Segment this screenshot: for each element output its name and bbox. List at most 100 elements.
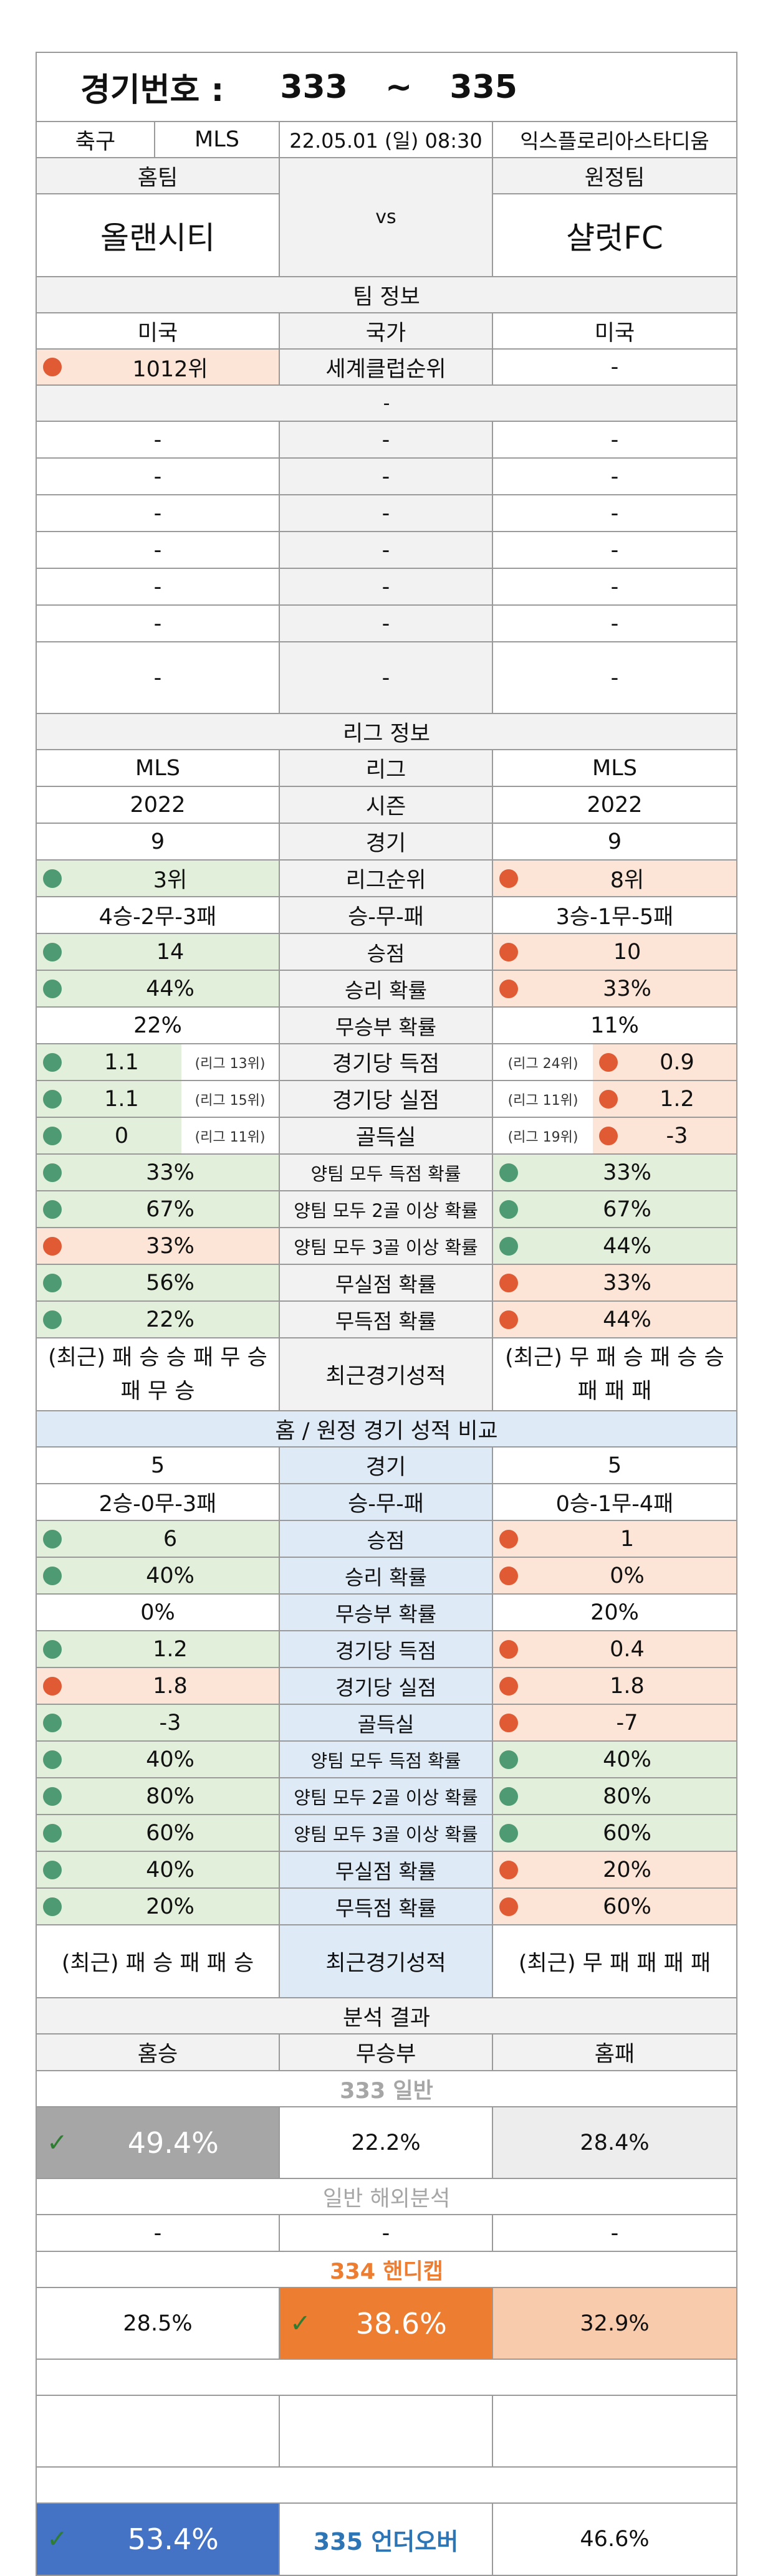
away-stat: 44% bbox=[493, 1302, 737, 1337]
goal-stat-label: 경기당 득점 bbox=[280, 1044, 493, 1080]
handicap-away: 32.9% bbox=[493, 2288, 737, 2359]
red-dot-icon bbox=[499, 942, 518, 961]
match-number-tilde: ~ bbox=[385, 68, 413, 106]
away-stat: 33% bbox=[493, 1155, 737, 1190]
away-team-label: 원정팀 bbox=[493, 158, 736, 194]
compare-title-row: 홈 / 원정 경기 성적 비교 bbox=[36, 1411, 737, 1448]
green-dot-icon bbox=[43, 1823, 62, 1843]
stat-label: 경기당 득점 bbox=[280, 1631, 493, 1667]
home-team-name: 올랜시티 bbox=[100, 219, 215, 256]
venue: 익스플로리아스타디움 bbox=[493, 122, 737, 157]
home-stat: 22% bbox=[36, 1008, 280, 1043]
stat-label: 양팀 모두 2골 이상 확률 bbox=[280, 1191, 493, 1227]
match-number-label: 경기번호 : bbox=[80, 72, 224, 109]
league-home-value: MLS bbox=[36, 750, 280, 786]
green-dot-icon bbox=[43, 1566, 62, 1585]
home-goal-stat: 1.1 (리그 15위) bbox=[36, 1081, 280, 1117]
home-stat-value: 40% bbox=[146, 1563, 194, 1588]
red-dot-icon bbox=[43, 1236, 62, 1256]
underover-blank-row bbox=[36, 2396, 737, 2468]
empty-label: - bbox=[280, 459, 493, 494]
stat-row: 6 승점 1 bbox=[36, 1521, 737, 1558]
stat-row: 44% 승리 확률 33% bbox=[36, 971, 737, 1008]
league-away-value: 2022 bbox=[493, 787, 737, 823]
away-stat: 33% bbox=[493, 1265, 737, 1300]
home-stat: 60% bbox=[36, 1815, 280, 1851]
empty-info-row: --- bbox=[36, 569, 737, 606]
home-goal-stat: 0 (리그 11위) bbox=[36, 1118, 280, 1153]
home-stat: 40% bbox=[36, 1558, 280, 1593]
away-goal-value: 0.9 bbox=[660, 1049, 694, 1075]
overseas-away: - bbox=[493, 2215, 737, 2251]
stat-label: 양팀 모두 득점 확률 bbox=[280, 1742, 493, 1777]
red-dot-icon bbox=[499, 1529, 518, 1548]
compare-away-wdl: 0승-1무-4패 bbox=[493, 1484, 737, 1520]
stat-row: 1.8 경기당 실점 1.8 bbox=[36, 1668, 737, 1705]
away-stat-value: 67% bbox=[603, 1196, 651, 1222]
check-icon: ✓ bbox=[47, 2525, 68, 2554]
home-standing-value: 3위 bbox=[153, 868, 188, 893]
wdl-label: 승-무-패 bbox=[280, 897, 493, 933]
green-dot-icon bbox=[499, 1236, 518, 1256]
empty-label: - bbox=[280, 495, 493, 531]
check-icon: ✓ bbox=[290, 2309, 311, 2338]
away-league-rank: (리그 24위) bbox=[507, 1056, 579, 1072]
home-stat-value: 1.2 bbox=[153, 1636, 188, 1662]
empty-away: - bbox=[493, 606, 737, 641]
handicap-row: 28.5% ✓ 38.6% 32.9% bbox=[36, 2288, 737, 2360]
home-stat-value: 44% bbox=[146, 976, 194, 1001]
stat-label: 승리 확률 bbox=[280, 1558, 493, 1593]
goal-stat-label: 경기당 실점 bbox=[280, 1081, 493, 1117]
red-dot-icon bbox=[499, 1676, 518, 1696]
away-standing-value: 8위 bbox=[610, 868, 645, 893]
green-dot-icon bbox=[43, 1052, 62, 1072]
underover-blank-right bbox=[493, 2396, 737, 2466]
underover-spacer-row bbox=[36, 2360, 737, 2396]
green-dot-icon bbox=[43, 1163, 62, 1182]
green-dot-icon bbox=[43, 1273, 62, 1292]
stat-label: 경기당 실점 bbox=[280, 1668, 493, 1704]
empty-away: - bbox=[493, 642, 737, 713]
away-wdl: 3승-1무-5패 bbox=[493, 897, 737, 933]
green-dot-icon bbox=[43, 1860, 62, 1879]
vs-label: vs bbox=[280, 158, 493, 276]
red-dot-icon bbox=[499, 1310, 518, 1329]
green-dot-icon bbox=[43, 979, 62, 998]
recent-row: (최근) 패 승 승 패 무 승 패 무 승 최근경기성적 (최근) 무 패 승… bbox=[36, 1338, 737, 1411]
handicap-draw: ✓ 38.6% bbox=[280, 2288, 493, 2359]
green-dot-icon bbox=[43, 1200, 62, 1219]
league-row-label: 시즌 bbox=[280, 787, 493, 823]
green-dot-icon bbox=[43, 869, 62, 888]
stat-label: 승점 bbox=[280, 934, 493, 970]
league-info-title-row: 리그 정보 bbox=[36, 714, 737, 750]
gap-dash: - bbox=[36, 386, 737, 421]
analysis-title: 분석 결과 bbox=[36, 1998, 737, 2033]
goal-stat-row: 0 (리그 11위) 골득실 (리그 19위) -3 bbox=[36, 1118, 737, 1155]
league-home-value: 2022 bbox=[36, 787, 280, 823]
standings-row: 3위 리그순위 8위 bbox=[36, 861, 737, 897]
green-dot-icon bbox=[43, 942, 62, 961]
compare-home-games: 5 bbox=[36, 1448, 280, 1483]
home-world-rank-value: 1012위 bbox=[132, 356, 208, 382]
red-dot-icon bbox=[599, 1089, 618, 1109]
stat-row: 40% 양팀 모두 득점 확률 40% bbox=[36, 1742, 737, 1778]
team-info-title: 팀 정보 bbox=[36, 277, 737, 312]
compare-recent-row: (최근) 패 승 패 패 승 최근경기성적 (최근) 무 패 패 패 패 bbox=[36, 1925, 737, 1998]
red-dot-icon bbox=[499, 1713, 518, 1732]
stat-row: 1.2 경기당 득점 0.4 bbox=[36, 1631, 737, 1668]
empty-home: - bbox=[36, 642, 280, 713]
away-stat-value: 80% bbox=[603, 1783, 651, 1809]
home-stat-value: 40% bbox=[146, 1857, 194, 1882]
away-stat: 40% bbox=[493, 1742, 737, 1777]
away-stat: -7 bbox=[493, 1705, 737, 1740]
away-stat: 60% bbox=[493, 1815, 737, 1851]
away-stat-value: 33% bbox=[603, 976, 651, 1001]
handicap-draw-value: 38.6% bbox=[355, 2306, 447, 2340]
underover-blank-left bbox=[36, 2396, 280, 2466]
red-dot-icon bbox=[499, 1273, 518, 1292]
goal-stat-row: 1.1 (리그 15위) 경기당 실점 (리그 11위) 1.2 bbox=[36, 1081, 737, 1118]
home-standing: 3위 bbox=[36, 861, 280, 896]
home-goal-stat: 1.1 (리그 13위) bbox=[36, 1044, 280, 1080]
green-dot-icon bbox=[499, 1750, 518, 1769]
stat-row: 40% 무실점 확률 20% bbox=[36, 1852, 737, 1889]
